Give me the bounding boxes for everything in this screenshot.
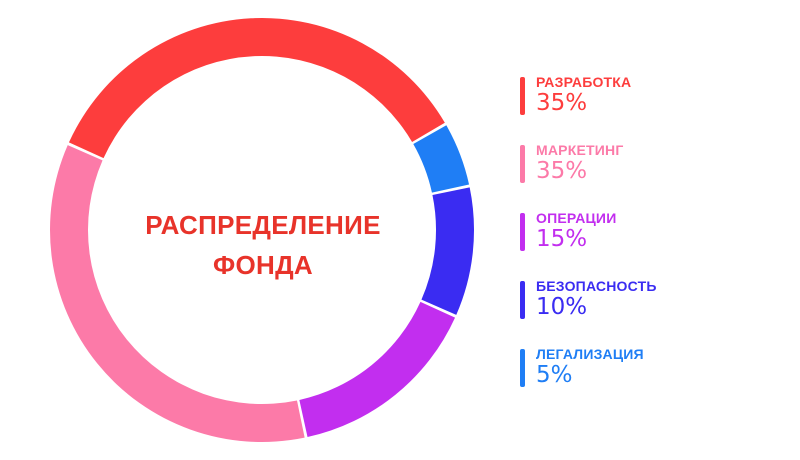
donut-slice-security [421, 187, 475, 315]
donut-chart [50, 18, 475, 443]
legend-swatch-security [520, 281, 525, 319]
legend-label-development: РАЗРАБОТКА [536, 74, 632, 90]
legend-item-development: РАЗРАБОТКА 35% [520, 74, 790, 142]
donut-slice-marketing [50, 145, 305, 443]
donut-slice-legalization [413, 125, 470, 193]
legend-swatch-development [520, 77, 525, 115]
legend-swatch-operations [520, 213, 525, 251]
legend-value-security: 10% [536, 294, 588, 320]
chart-title-line-1: РАСПРЕДЕЛЕНИЕ [145, 210, 381, 240]
legend-value-development: 35% [536, 90, 588, 116]
donut-slice-development [68, 18, 445, 159]
chart-title: РАСПРЕДЕЛЕНИЕ ФОНДА [118, 205, 408, 285]
legend-swatch-legalization [520, 349, 525, 387]
legend-label-marketing: МАРКЕТИНГ [536, 142, 624, 158]
legend-item-operations: ОПЕРАЦИИ 15% [520, 210, 790, 278]
legend-item-security: БЕЗОПАСНОСТЬ 10% [520, 278, 790, 346]
legend-swatch-marketing [520, 145, 525, 183]
donut-slice-operations [299, 301, 456, 438]
legend-label-legalization: ЛЕГАЛИЗАЦИЯ [536, 346, 644, 362]
chart-title-line-2: ФОНДА [213, 250, 313, 280]
legend-item-legalization: ЛЕГАЛИЗАЦИЯ 5% [520, 346, 790, 414]
legend-value-legalization: 5% [536, 362, 573, 388]
legend-item-marketing: МАРКЕТИНГ 35% [520, 142, 790, 210]
legend-value-marketing: 35% [536, 158, 588, 184]
legend: РАЗРАБОТКА 35% МАРКЕТИНГ 35% ОПЕРАЦИИ 15… [520, 74, 790, 414]
legend-label-operations: ОПЕРАЦИИ [536, 210, 617, 226]
legend-value-operations: 15% [536, 226, 588, 252]
legend-label-security: БЕЗОПАСНОСТЬ [536, 278, 657, 294]
